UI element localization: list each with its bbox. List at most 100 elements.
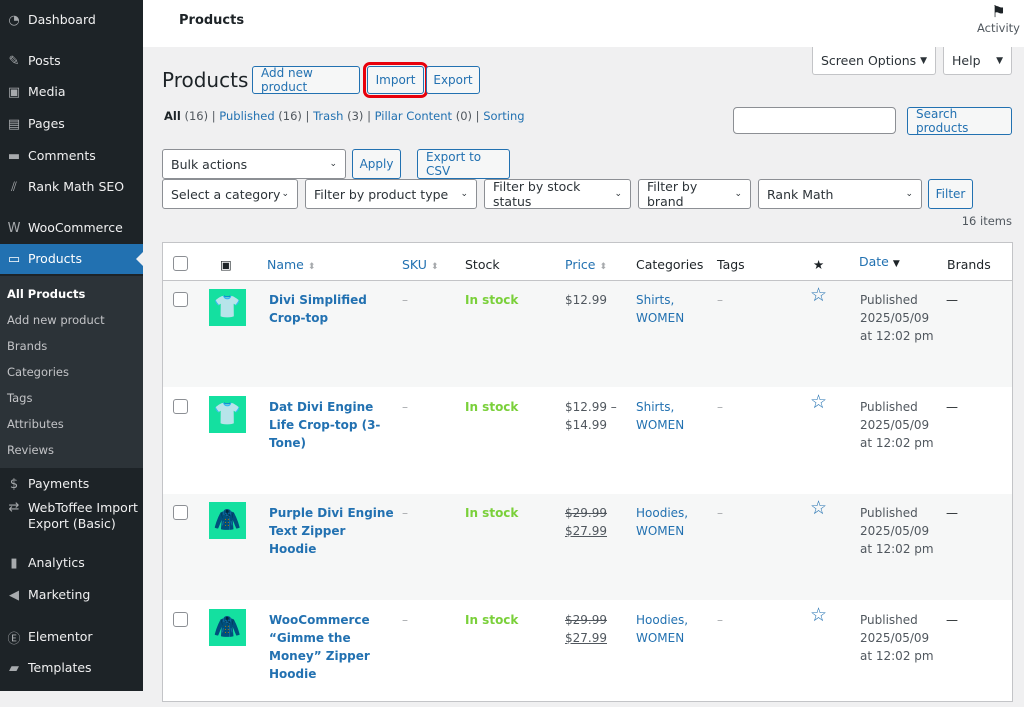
sidebar-item-woocommerce[interactable]: W WooCommerce bbox=[0, 213, 143, 243]
submenu-item[interactable]: Tags bbox=[7, 391, 33, 405]
help-button[interactable]: Help ▼ bbox=[943, 47, 1012, 75]
category-filter[interactable]: Select a category ⌄ bbox=[162, 179, 298, 209]
category-link[interactable]: Shirts, bbox=[636, 293, 675, 307]
row-checkbox[interactable] bbox=[173, 398, 188, 414]
row-checkbox[interactable] bbox=[173, 292, 188, 307]
sidebar-item-posts[interactable]: ✎ Posts bbox=[0, 46, 143, 76]
date-column-header[interactable]: Date ▼ bbox=[859, 254, 900, 269]
stock-status: In stock bbox=[465, 293, 519, 307]
sidebar-item-rank-math-seo[interactable]: ⫽ Rank Math SEO bbox=[0, 172, 143, 202]
category-filter-value: Select a category bbox=[171, 186, 281, 202]
category-link[interactable]: WOMEN bbox=[636, 311, 685, 325]
select-all-checkbox[interactable] bbox=[173, 256, 188, 271]
featured-star-icon[interactable]: ☆ bbox=[810, 603, 828, 626]
chevron-down-icon: ⌄ bbox=[734, 189, 742, 199]
view-link[interactable]: All (16) bbox=[164, 109, 208, 123]
price: $29.99 $27.99 bbox=[565, 611, 607, 647]
product-thumbnail[interactable]: 👕 bbox=[209, 289, 246, 326]
sidebar-item-webtoffee-import-export-basic[interactable]: ⇄ WebToffee Import Export (Basic) bbox=[0, 500, 143, 540]
sidebar-item-elementor[interactable]: Ⓔ Elementor bbox=[0, 622, 143, 652]
price-column-header[interactable]: Price ⬍ bbox=[565, 257, 607, 272]
sidebar-item-marketing[interactable]: ◀ Marketing bbox=[0, 580, 143, 610]
product-name-link[interactable]: Dat Divi Engine Life Crop-top (3-Tone) bbox=[269, 399, 381, 450]
name-column-header[interactable]: Name ⬍ bbox=[267, 257, 315, 272]
sidebar-item-label: Dashboard bbox=[28, 12, 96, 27]
megaphone-icon: ◀ bbox=[9, 587, 19, 603]
view-link[interactable]: Trash (3) bbox=[313, 109, 363, 123]
bulk-actions-select[interactable]: Bulk actions ⌄ bbox=[162, 149, 346, 179]
price: $12.99 – $14.99 bbox=[565, 398, 617, 434]
publish-status: Published bbox=[860, 612, 918, 627]
chevron-down-icon: ⌄ bbox=[460, 189, 468, 199]
publish-date: 2025/05/09 bbox=[860, 311, 930, 325]
import-export-icon: ⇄ bbox=[8, 500, 20, 515]
sidebar-item-label: Comments bbox=[28, 148, 96, 163]
brand-filter[interactable]: Filter by brand ⌄ bbox=[638, 179, 751, 209]
featured-star-icon[interactable]: ☆ bbox=[810, 284, 828, 306]
rank-math-icon: ⫽ bbox=[11, 179, 17, 195]
chevron-down-icon: ⌄ bbox=[905, 189, 913, 199]
sidebar-item-templates[interactable]: ▰ Templates bbox=[0, 653, 143, 683]
categories[interactable]: Shirts, WOMEN bbox=[636, 398, 684, 434]
row-checkbox[interactable] bbox=[173, 611, 188, 627]
submenu-item[interactable]: Attributes bbox=[7, 417, 64, 431]
product-thumbnail[interactable]: 🧥 bbox=[209, 608, 246, 646]
view-link[interactable]: Published (16) bbox=[219, 109, 302, 123]
apply-button[interactable]: Apply bbox=[352, 149, 401, 179]
submenu-item[interactable]: Add new product bbox=[7, 313, 105, 327]
product-name-link[interactable]: Purple Divi Engine Text Zipper Hoodie bbox=[269, 506, 394, 556]
activity-button[interactable]: ⚑ Activity bbox=[977, 2, 1020, 35]
submenu-item[interactable]: Brands bbox=[7, 339, 48, 353]
sidebar-item-label: WebToffee Import Export (Basic) bbox=[28, 500, 138, 531]
sidebar-item-pages[interactable]: ▤ Pages bbox=[0, 109, 143, 139]
export-button[interactable]: Export bbox=[426, 66, 480, 94]
submenu-item[interactable]: Categories bbox=[7, 365, 69, 379]
view-count: (0) bbox=[455, 109, 472, 123]
import-button[interactable]: Import bbox=[363, 62, 428, 98]
row-checkbox[interactable] bbox=[173, 505, 188, 520]
categories[interactable]: Shirts, WOMEN bbox=[636, 291, 684, 327]
table-row: 🧥 WooCommerce “Gimme the Money” Zipper H… bbox=[163, 601, 1012, 707]
sidebar-item-media[interactable]: ▣ Media bbox=[0, 77, 143, 107]
sidebar-item-label: Posts bbox=[28, 53, 61, 68]
view-link[interactable]: Pillar Content (0) bbox=[375, 109, 472, 123]
sort-icon: ⬍ bbox=[599, 262, 608, 272]
submenu-item[interactable]: All Products bbox=[7, 287, 86, 301]
view-filters: All (16) | Published (16) | Trash (3) | … bbox=[164, 109, 525, 123]
sku-column-header[interactable]: SKU ⬍ bbox=[402, 257, 438, 272]
publish-date: 2025/05/09 bbox=[860, 417, 930, 432]
product-thumbnail[interactable]: 👕 bbox=[209, 395, 246, 433]
category-link[interactable]: Hoodies, bbox=[636, 506, 689, 520]
search-input[interactable] bbox=[733, 107, 896, 134]
featured-star-icon[interactable]: ☆ bbox=[810, 497, 828, 519]
filter-button[interactable]: Filter bbox=[928, 179, 973, 209]
view-link[interactable]: Sorting bbox=[483, 109, 524, 123]
sidebar-item-dashboard[interactable]: ◔ Dashboard bbox=[0, 5, 143, 35]
categories[interactable]: Hoodies, WOMEN bbox=[636, 504, 688, 540]
categories[interactable]: Hoodies, WOMEN bbox=[636, 611, 688, 647]
category-link[interactable]: WOMEN bbox=[636, 417, 685, 432]
featured-star-icon[interactable]: ☆ bbox=[810, 390, 828, 413]
sidebar-item-comments[interactable]: ▬ Comments bbox=[0, 141, 143, 171]
product-name-link[interactable]: Divi Simplified Crop-top bbox=[269, 293, 367, 325]
product-type-filter[interactable]: Filter by product type ⌄ bbox=[305, 179, 477, 209]
caret-down-icon: ▼ bbox=[920, 55, 927, 66]
product-name-link[interactable]: WooCommerce “Gimme the Money” Zipper Hoo… bbox=[269, 612, 370, 681]
export-csv-button[interactable]: Export to CSV bbox=[417, 149, 510, 179]
folder-icon: ▰ bbox=[9, 660, 19, 676]
category-link[interactable]: WOMEN bbox=[636, 630, 685, 645]
publish-time: at 12:02 pm bbox=[860, 329, 934, 343]
stock-status-filter[interactable]: Filter by stock status ⌄ bbox=[484, 179, 631, 209]
sidebar-item-analytics[interactable]: ▮ Analytics bbox=[0, 548, 143, 578]
search-products-button[interactable]: Search products bbox=[907, 107, 1012, 135]
category-link[interactable]: WOMEN bbox=[636, 524, 685, 538]
screen-options-button[interactable]: Screen Options ▼ bbox=[812, 47, 936, 75]
submenu-item[interactable]: Reviews bbox=[7, 443, 55, 457]
product-thumbnail[interactable]: 🧥 bbox=[209, 502, 246, 539]
sidebar-item-payments[interactable]: $ Payments bbox=[0, 469, 143, 499]
add-new-product-button[interactable]: Add new product bbox=[252, 66, 360, 94]
rank-math-filter[interactable]: Rank Math ⌄ bbox=[758, 179, 922, 209]
category-link[interactable]: Hoodies, bbox=[636, 612, 689, 627]
category-link[interactable]: Shirts, bbox=[636, 399, 675, 414]
sidebar-item-products[interactable]: ▭ Products bbox=[0, 244, 143, 274]
